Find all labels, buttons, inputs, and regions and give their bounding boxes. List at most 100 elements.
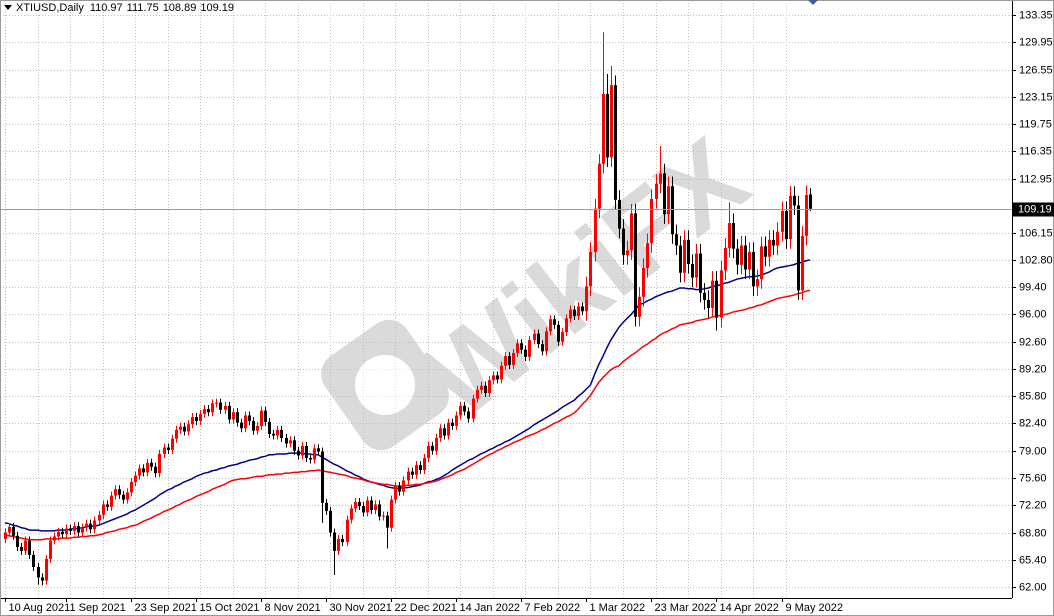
candle-body — [740, 245, 743, 265]
candle-body — [602, 93, 605, 164]
candle-body — [126, 492, 129, 500]
y-tick-label: 85.80 — [1019, 390, 1047, 402]
candle-body — [711, 280, 714, 309]
candle-body — [451, 422, 454, 426]
candle-body — [333, 532, 336, 551]
candle-body — [362, 506, 365, 513]
candle-body — [167, 447, 170, 450]
candle-body — [569, 309, 572, 319]
candle-body — [728, 223, 731, 248]
candle-body — [122, 494, 125, 500]
candle-body — [28, 540, 31, 555]
moving-average-line — [4, 289, 811, 541]
candle-body — [268, 421, 271, 434]
y-tick-label: 62.00 — [1019, 581, 1047, 593]
candle-body — [280, 429, 283, 438]
candle-body — [309, 457, 312, 460]
candle-body — [431, 445, 434, 451]
y-tick-label: 96.00 — [1019, 308, 1047, 320]
header-close: 109.19 — [200, 2, 234, 14]
candle-body — [293, 440, 296, 451]
candle-body — [679, 245, 682, 273]
candle-body — [232, 412, 235, 420]
candle-body — [524, 349, 527, 357]
candle-body — [622, 228, 625, 256]
candle-body — [65, 528, 68, 535]
candle-body — [236, 412, 239, 423]
y-tick-label: 82.40 — [1019, 417, 1047, 429]
x-tick-label: 23 Mar 2022 — [655, 602, 717, 614]
candle-body — [305, 445, 308, 458]
candle-body — [12, 526, 15, 536]
candle-body — [20, 546, 23, 551]
candle-body — [626, 250, 629, 256]
candle-body — [447, 422, 450, 436]
candle-body — [179, 426, 182, 430]
candle-body — [476, 389, 479, 399]
candle-body — [4, 532, 7, 539]
candle-body — [415, 465, 418, 475]
x-tick-label: 23 Sep 2021 — [135, 602, 197, 614]
candle-body — [577, 306, 580, 317]
candle-body — [224, 405, 227, 410]
candle-body — [350, 508, 353, 520]
candle-body — [776, 231, 779, 246]
candle-body — [248, 415, 251, 422]
candle-body — [703, 292, 706, 301]
y-tick-label: 129.95 — [1019, 36, 1053, 48]
candle-body — [114, 489, 117, 496]
candle-body — [49, 540, 52, 559]
y-tick-label: 119.75 — [1019, 118, 1052, 130]
candle-body — [687, 239, 690, 264]
y-tick-label: 79.00 — [1019, 445, 1047, 457]
candle-body — [73, 526, 76, 531]
candle-body — [191, 417, 194, 425]
candle-body — [285, 437, 288, 444]
y-tick-label: 72.20 — [1019, 499, 1047, 511]
candle-body — [398, 486, 401, 492]
candle-body — [244, 415, 247, 429]
candle-body — [630, 213, 633, 251]
candle-body — [537, 333, 540, 345]
candle-body — [484, 385, 487, 394]
candle-body — [89, 523, 92, 530]
candle-body — [175, 429, 178, 439]
x-tick-label: 15 Oct 2021 — [200, 602, 260, 614]
candle-body — [520, 343, 523, 350]
candle-body — [203, 409, 206, 414]
collapse-arrow — [4, 5, 12, 10]
candle-body — [691, 263, 694, 278]
candle-body — [215, 402, 218, 404]
y-tick-label: 65.40 — [1019, 554, 1047, 566]
candle-body — [655, 183, 658, 200]
candle-body — [390, 499, 393, 528]
candle-body — [57, 531, 60, 537]
candle-body — [341, 538, 344, 543]
candle-body — [228, 405, 231, 420]
candle-body — [549, 319, 552, 332]
candle-body — [419, 465, 422, 470]
candle-body — [459, 405, 462, 416]
x-tick-label: 1 Sep 2021 — [70, 602, 126, 614]
candle-body — [77, 526, 80, 533]
candle-body — [715, 280, 718, 318]
marks — [0, 32, 1012, 586]
y-tick-label: 68.80 — [1019, 527, 1047, 539]
candle-body — [337, 538, 340, 551]
candle-body — [642, 267, 645, 297]
header-open: 110.97 — [90, 2, 123, 14]
y-tick-label: 123.15 — [1019, 91, 1053, 103]
watermark-logo — [321, 319, 449, 451]
candle-body — [541, 344, 544, 352]
candle-body — [98, 514, 101, 521]
candle-body — [439, 428, 442, 438]
x-tick-label: 9 May 2022 — [786, 602, 843, 614]
candle-body — [386, 515, 389, 528]
shift-marker — [808, 0, 818, 5]
candle-body — [764, 246, 767, 257]
candle-body — [435, 437, 438, 451]
candle-body — [69, 528, 72, 531]
candle-body — [455, 415, 458, 426]
candle-body — [463, 405, 466, 412]
candle-body — [81, 527, 84, 533]
